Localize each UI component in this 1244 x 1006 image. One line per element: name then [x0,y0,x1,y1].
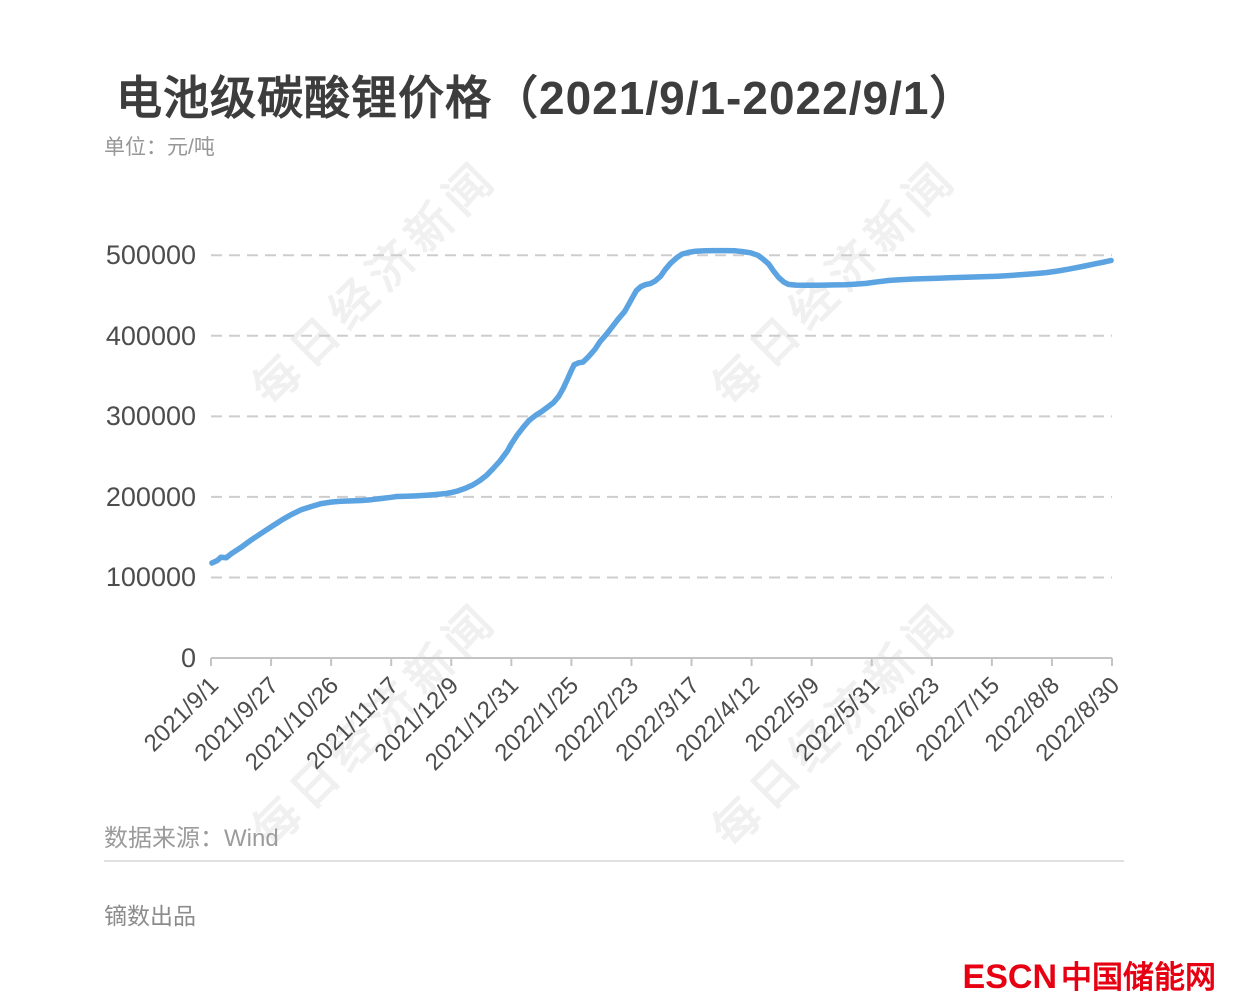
y-axis-tick-label: 200000 [105,481,196,512]
producer-label: 镝数出品 [104,903,196,929]
page-title: 电池级碳酸锂价格（2021/9/1-2022/9/1） [116,72,977,124]
escn-logo-text: ESCN [962,958,1057,996]
price-line [209,247,1114,566]
y-axis-tick-label: 500000 [105,240,196,271]
unit-label: 单位：元/吨 [104,136,215,159]
escn-logo: ESCN 中国储能网 [963,952,1216,997]
y-axis-tick-label: 0 [180,643,196,673]
footer-divider [104,860,1124,862]
y-axis-tick-label: 400000 [105,320,196,351]
escn-site-name: 中国储能网 [1061,960,1216,995]
y-axis-tick-label: 300000 [105,401,196,432]
y-axis-tick-label: 100000 [105,562,196,593]
data-source-label: 数据来源：Wind [104,825,279,852]
